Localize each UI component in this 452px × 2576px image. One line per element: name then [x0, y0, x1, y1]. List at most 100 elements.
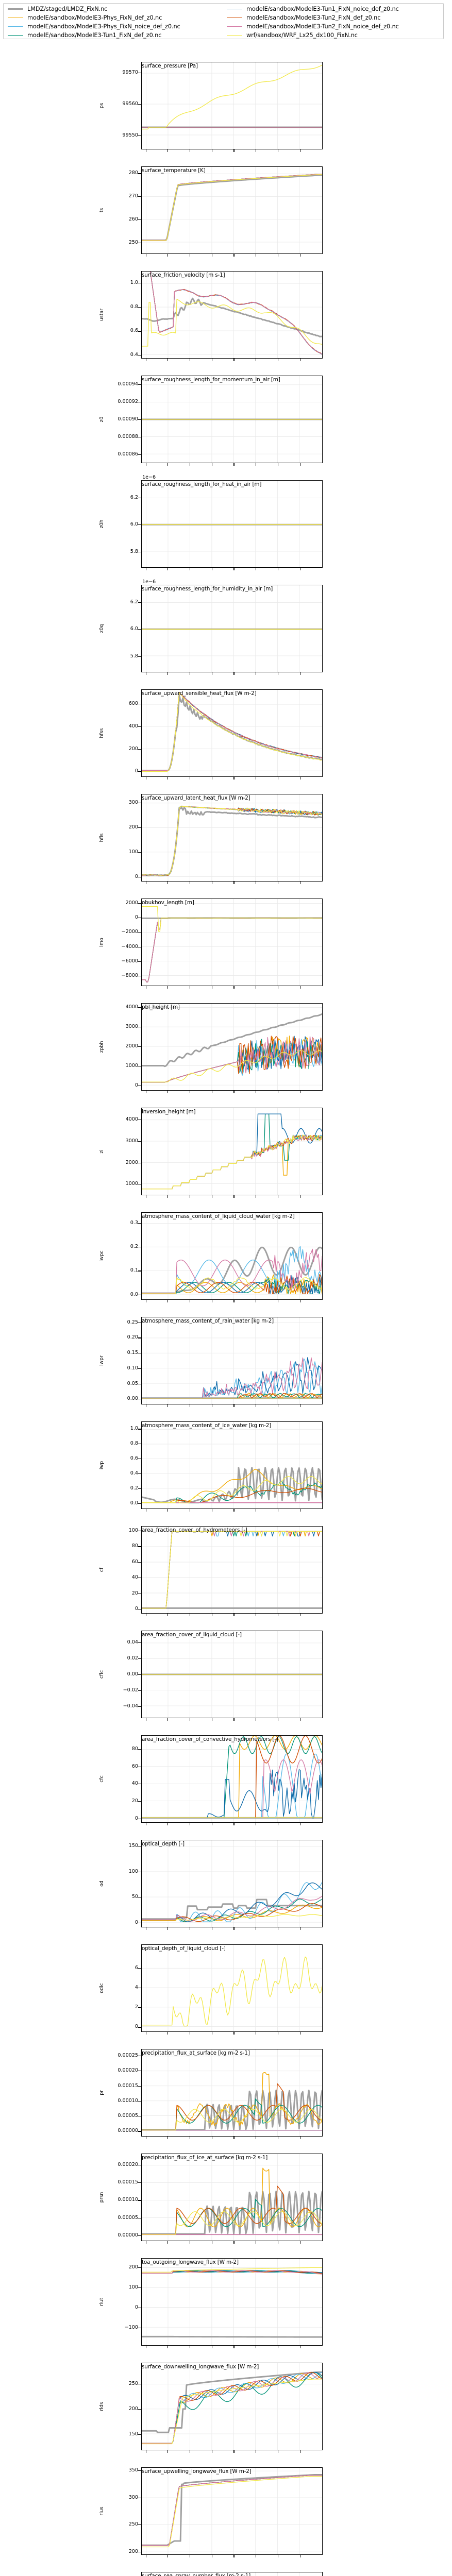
y-tick-label: 0 — [135, 1815, 138, 1821]
y-tick: 1.0 — [101, 280, 138, 286]
y-tick: 0 — [101, 1920, 138, 1926]
x-tick-mark — [233, 986, 235, 989]
y-tick-label: 3000 — [125, 1138, 138, 1144]
y-tick: 100 — [101, 849, 138, 855]
y-axis-label: ustar — [99, 308, 105, 321]
data-series-line — [142, 2211, 322, 2235]
legend-entry[interactable]: modelE/sandbox/ModelE3-Tun2_FixN_def_z0.… — [225, 13, 443, 22]
y-tick-label: 0.00 — [127, 1671, 138, 1677]
y-tick-label: 0.00005 — [118, 2113, 138, 2119]
y-tick: 2000 — [101, 1043, 138, 1049]
legend-entry[interactable]: modelE/sandbox/ModelE3-Tun1_FixN_def_z0.… — [6, 31, 225, 39]
y-tick-mark — [138, 749, 141, 750]
y-tick-mark — [138, 2086, 141, 2087]
legend-label: modelE/sandbox/ModelE3-Tun1_FixN_noice_d… — [246, 6, 399, 12]
data-series-line — [142, 1531, 322, 1609]
y-tick: 20 — [101, 1798, 138, 1804]
y-tick-mark — [138, 2409, 141, 2410]
y-tick: 0.00000 — [101, 2232, 138, 2239]
plot-panel: obukhov_length [m] −8000 −6000 −4000 −2000 0 2… — [0, 899, 452, 1003]
y-tick: 0.00020 — [101, 2067, 138, 2074]
y-tick-mark — [138, 454, 141, 455]
y-tick-label: 20 — [131, 1798, 138, 1804]
legend-entry[interactable]: modelE/sandbox/ModelE3-Tun1_FixN_noice_d… — [225, 5, 443, 13]
x-tick-mark — [233, 1718, 235, 1721]
y-tick-label: 2000 — [125, 1159, 138, 1165]
y-tick: −0.04 — [101, 1703, 138, 1709]
y-tick-mark — [138, 219, 141, 220]
legend-label: modelE/sandbox/ModelE3-Tun1_FixN_def_z0.… — [27, 32, 162, 39]
plot-panel: surface_sea_spray_number_flux [m-2 s-1]−… — [0, 2572, 452, 2576]
legend-entry[interactable]: modelE/sandbox/ModelE3-Tun2_FixN_noice_d… — [225, 22, 443, 31]
y-tick-label: 100 — [128, 1528, 138, 1534]
axes-frame — [141, 1421, 323, 1509]
legend-entry[interactable]: wrf/sandbox/WRF_Lx25_dx100_FixN.nc — [225, 31, 443, 39]
y-tick: 5.8 — [101, 653, 138, 659]
data-series-line — [149, 272, 322, 355]
y-tick-label: 0 — [135, 1605, 138, 1612]
y-axis-label: cf — [99, 1567, 105, 1572]
y-tick-mark — [138, 2007, 141, 2008]
axes-frame — [141, 1735, 323, 1823]
axes-frame — [141, 480, 323, 568]
y-tick-label: 0.00025 — [118, 2052, 138, 2058]
y-tick: 4000 — [101, 1116, 138, 1123]
y-tick-label: 300 — [128, 2494, 138, 2500]
y-tick: 40 — [101, 1781, 138, 1787]
legend-entry[interactable]: modelE/sandbox/ModelE3-Phys_FixN_noice_d… — [6, 22, 225, 31]
plot-panel: surface_downwelling_longwave_flux [W m-2… — [0, 2363, 452, 2467]
data-series-line — [142, 1135, 322, 1190]
y-axis-label: odlc — [99, 1983, 105, 1993]
y-tick-label: 0.3 — [130, 1219, 138, 1226]
data-series-line — [142, 2191, 322, 2235]
x-tick-mark — [233, 1823, 235, 1825]
y-tick: 0.02 — [101, 1655, 138, 1662]
data-series-line — [142, 1956, 322, 2027]
y-tick: 0.04 — [101, 1639, 138, 1646]
y-tick-label: 4000 — [125, 1004, 138, 1010]
y-axis-label: lmo — [99, 938, 105, 947]
y-tick: 0.3 — [101, 1220, 138, 1226]
panel-title: surface_roughness_length_for_momentum_in… — [142, 377, 280, 383]
y-tick-label: 0 — [135, 1082, 138, 1089]
y-tick-mark — [138, 1223, 141, 1224]
y-tick-mark — [138, 1562, 141, 1563]
y-tick: 50 — [101, 1894, 138, 1900]
y-tick-mark — [138, 903, 141, 904]
y-tick-mark — [138, 2287, 141, 2288]
y-axis-label: z0q — [99, 624, 105, 633]
x-tick-mark — [233, 2241, 235, 2244]
y-tick: 4000 — [101, 1004, 138, 1010]
y-tick-label: 20 — [131, 1590, 138, 1596]
y-tick-label: 0 — [135, 2024, 138, 2030]
y-tick-label: 4 — [135, 1985, 138, 1991]
y-tick: 100 — [101, 1869, 138, 1875]
y-tick-mark — [138, 104, 141, 105]
y-tick: 250 — [101, 2381, 138, 2387]
y-tick-label: 80 — [131, 1543, 138, 1549]
legend-entry[interactable]: modelE/sandbox/ModelE3-Phys_FixN_def_z0.… — [6, 13, 225, 22]
y-tick: 0.00092 — [101, 399, 138, 405]
x-tick-mark — [233, 2137, 235, 2139]
axis-offset-text: 1e−6 — [142, 579, 156, 585]
y-tick-mark — [138, 196, 141, 197]
data-series-line — [142, 1113, 322, 1190]
axes-frame — [141, 585, 323, 672]
y-tick-label: 99570 — [122, 70, 138, 76]
plot-panel: atmosphere_mass_content_of_liquid_cloud_… — [0, 1212, 452, 1317]
x-tick-mark — [233, 2032, 235, 2035]
y-tick: 2000 — [101, 1160, 138, 1166]
y-tick-label: 0.25 — [127, 1319, 138, 1325]
data-series-line — [142, 1899, 322, 1920]
y-tick-label: 100 — [128, 1868, 138, 1874]
x-tick-mark — [233, 254, 235, 257]
y-axis-label: zi — [99, 1149, 105, 1154]
data-series-line — [149, 272, 322, 355]
y-tick-mark — [138, 2470, 141, 2471]
y-tick-label: 0.00092 — [118, 399, 138, 404]
legend-entry[interactable]: LMDZ/staged/LMDZ_FixN.nc — [6, 5, 225, 13]
y-tick: 0.00 — [101, 1396, 138, 1402]
y-tick-label: 2000 — [125, 900, 138, 906]
panel-title: toa_outgoing_longwave_flux [W m-2] — [142, 2259, 239, 2265]
y-tick-mark — [138, 726, 141, 727]
